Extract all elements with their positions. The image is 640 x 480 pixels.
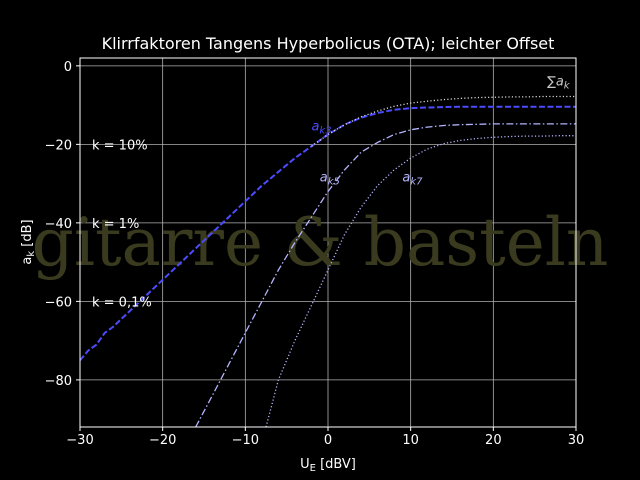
x-tick-label: −20 <box>149 433 176 448</box>
x-tick-label: −30 <box>66 433 93 448</box>
y-axis-label: ak [dB] <box>20 219 37 264</box>
x-tick-label: 20 <box>485 433 502 448</box>
series-annotation: ak3 <box>311 120 331 137</box>
series-line <box>265 135 576 427</box>
chart-title: Klirrfaktoren Tangens Hyperbolicus (OTA)… <box>102 34 555 53</box>
k-level-label: k = 1% <box>92 217 139 232</box>
y-tick-label: −40 <box>45 217 72 232</box>
y-tick-label: −80 <box>45 374 72 389</box>
x-axis-label: UE [dBV] <box>300 457 356 474</box>
x-tick-label: −10 <box>232 433 259 448</box>
grid <box>79 58 577 427</box>
annotations: ak3 ak5 ak7 ∑ak k = 10% k = 1% k = 0,1% <box>92 74 571 310</box>
series-annotation: ak7 <box>402 171 423 188</box>
series-annotation: ak5 <box>320 171 340 188</box>
k-level-label: k = 10% <box>92 138 148 153</box>
x-tick-label: 10 <box>402 433 419 448</box>
series-line <box>311 95 576 147</box>
series-line <box>80 105 576 361</box>
x-tick-label: 30 <box>568 433 585 448</box>
series-layer <box>80 95 576 427</box>
ticks: −30 −20 −10 0 10 20 30 0 −20 −40 −60 −80 <box>45 60 585 448</box>
y-tick-label: −20 <box>45 138 72 153</box>
series-annotation: ∑ak <box>547 74 571 91</box>
x-tick-label: 0 <box>324 433 332 448</box>
series-line <box>195 123 576 427</box>
y-tick-label: 0 <box>64 60 72 75</box>
k-level-label: k = 0,1% <box>92 295 152 310</box>
watermark: gitarre & basteln <box>32 204 609 281</box>
y-tick-label: −60 <box>45 295 72 310</box>
